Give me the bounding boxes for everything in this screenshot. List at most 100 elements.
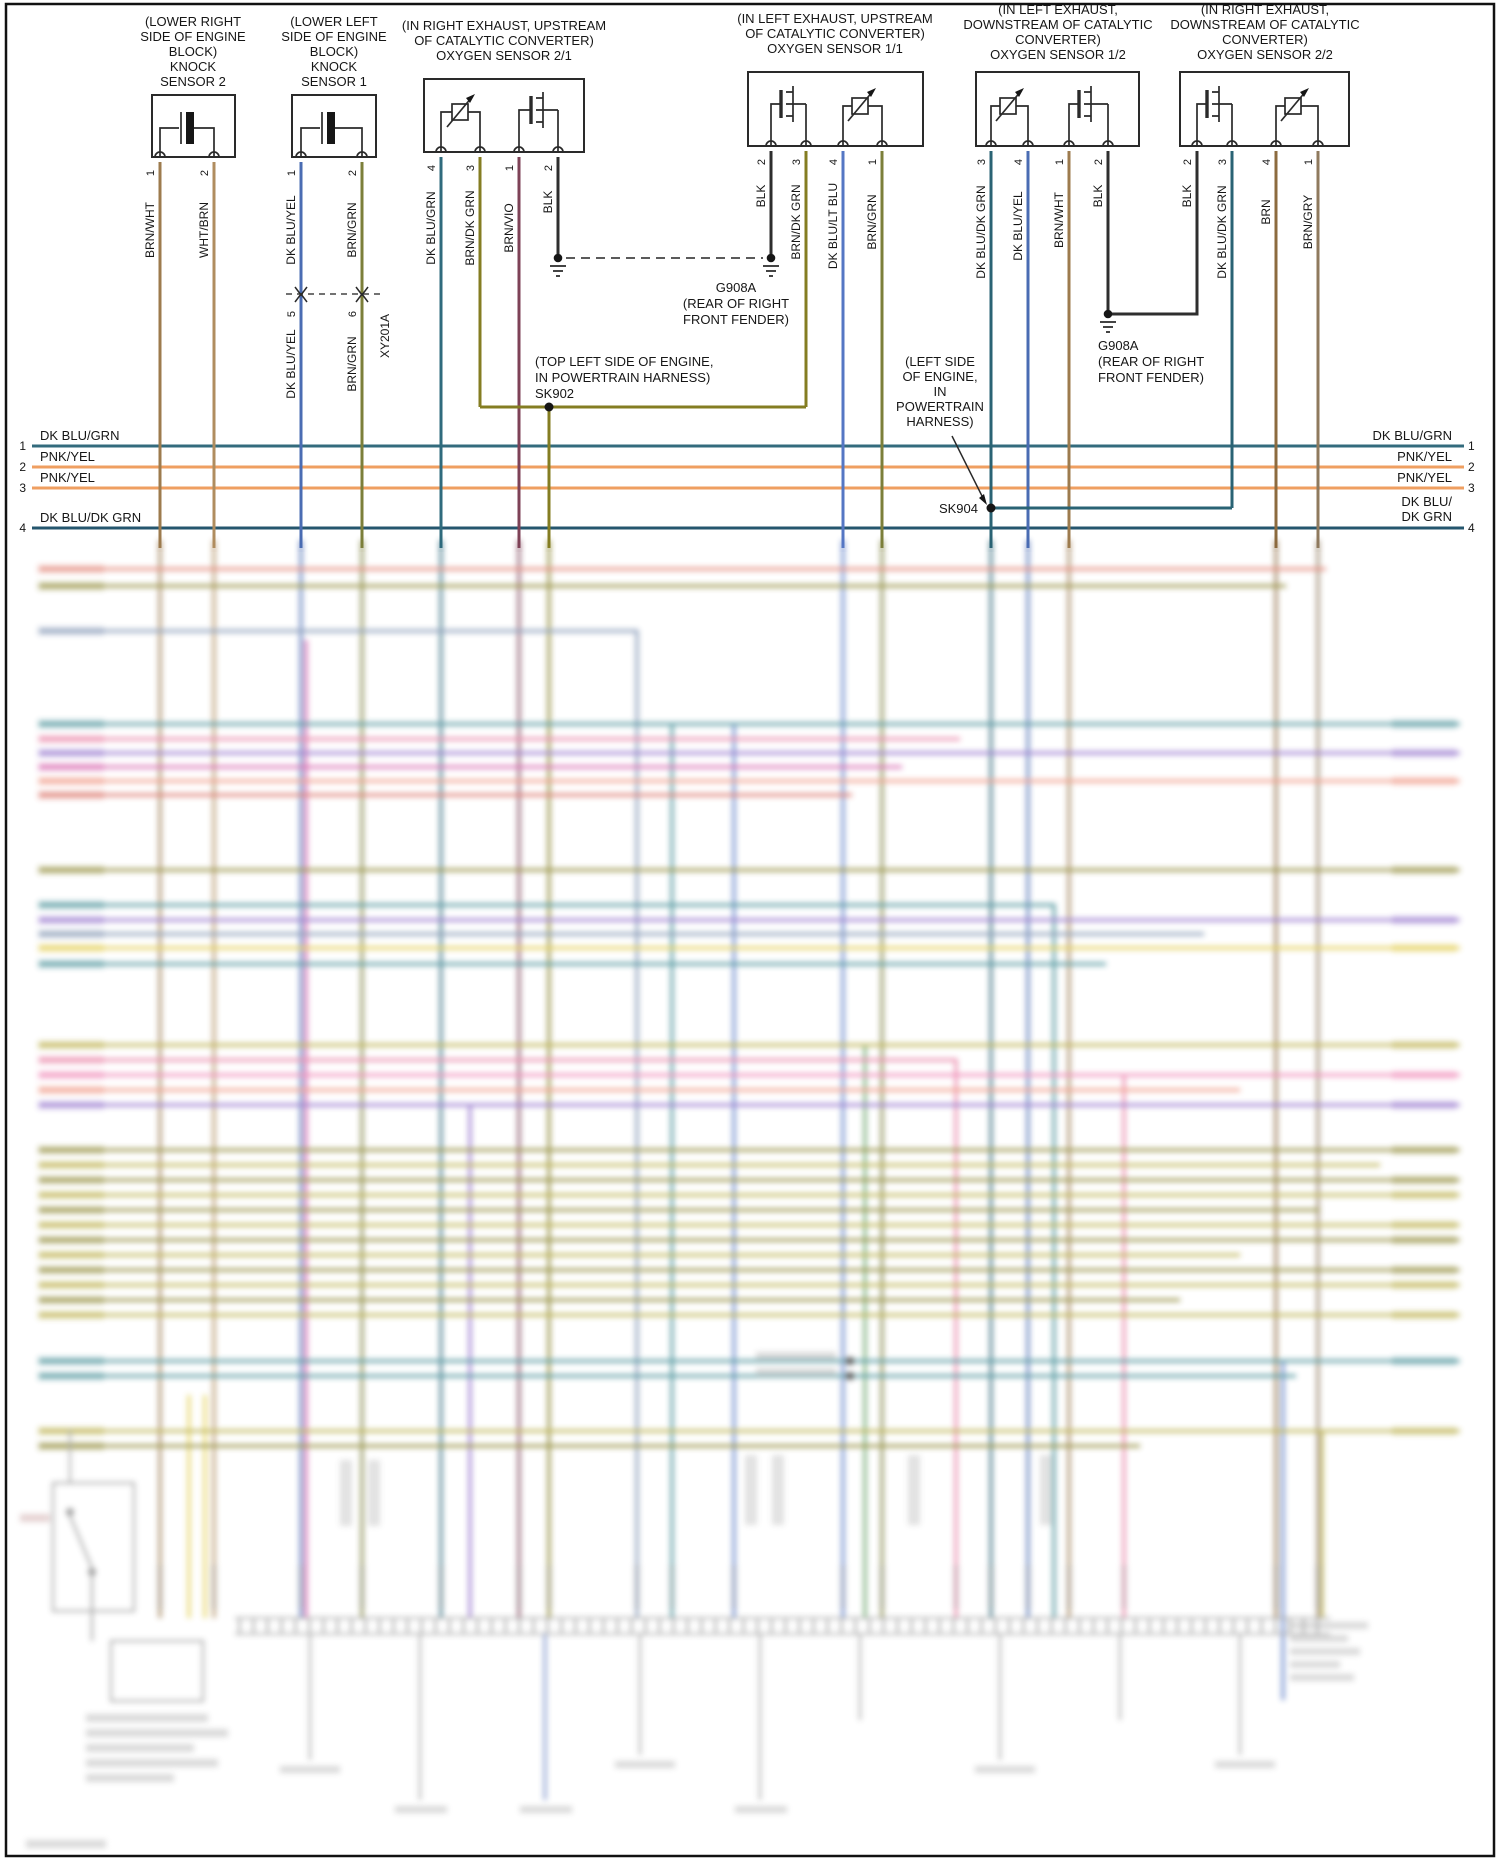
ground-note-line: (REAR OF RIGHT: [683, 296, 789, 311]
knock-element-icon: [300, 112, 363, 157]
inline-connector-label: XY201A: [378, 314, 392, 358]
ground-note-line: FRONT FENDER): [1098, 370, 1204, 385]
bus-label-left: PNK/YEL: [40, 470, 95, 485]
pin-number: 4: [426, 165, 438, 171]
bus-label-left: PNK/YEL: [40, 449, 95, 464]
splice-note-line: (TOP LEFT SIDE OF ENGINE,: [535, 354, 713, 369]
wire-blk: [1112, 151, 1199, 316]
bus-label-left: DK BLU/GRN: [40, 428, 119, 443]
blurred-lower-section: [20, 540, 1460, 1848]
pin-number: 1: [1303, 159, 1315, 165]
bus-label-right: DK BLU/GRN: [1373, 428, 1452, 443]
circuit-buses: 1 2 3 4 DK BLU/GRN PNK/YEL PNK/YEL DK BL…: [19, 428, 1475, 535]
wire-color-label: DK BLU/LT BLU: [826, 183, 840, 269]
pin-number: 2: [199, 170, 211, 176]
sensor-knock-2: (LOWER RIGHT SIDE OF ENGINE BLOCK) KNOCK…: [140, 14, 246, 548]
ground-icon: [1100, 321, 1116, 333]
pin-socket-icon: [1226, 140, 1238, 147]
pin-number: 5: [286, 311, 298, 317]
ground-note-line: FRONT FENDER): [683, 312, 789, 327]
component-title-line: SIDE OF ENGINE: [281, 29, 387, 44]
component-title-line: KNOCK: [311, 59, 358, 74]
component-title-line: (IN RIGHT EXHAUST,: [1201, 2, 1329, 17]
splice-note-line: HARNESS): [906, 414, 973, 429]
component-title-line: (IN LEFT EXHAUST,: [998, 2, 1118, 17]
pin-number: 1: [867, 159, 879, 165]
splice-dot: [986, 503, 996, 513]
pin-number: 4: [828, 159, 840, 165]
wire-color-label: DK BLU/DK GRN: [974, 185, 988, 278]
component-title-line: OXYGEN SENSOR 2/2: [1197, 47, 1333, 62]
ground-dot: [1103, 309, 1113, 319]
bus-label-right: DK GRN: [1401, 509, 1452, 524]
wire-color-label: BRN: [1259, 199, 1273, 224]
wire-color-label: BLK: [1180, 185, 1194, 208]
component-title-line: SIDE OF ENGINE: [140, 29, 246, 44]
bus-number-left: 1: [19, 439, 26, 453]
pin-socket-icon: [1270, 140, 1282, 147]
wire-color-label: WHT/BRN: [197, 202, 211, 258]
wire-color-label: BRN/VIO: [502, 203, 516, 252]
ground-label: G908A: [716, 280, 757, 295]
heater-element-icon: [842, 88, 883, 146]
knock-element-icon: [159, 112, 215, 157]
pin-socket-icon: [208, 151, 220, 158]
pin-number: 1: [1054, 159, 1066, 165]
wire-color-label: BRN/DK GRN: [789, 184, 803, 259]
pin-number: 4: [1261, 159, 1273, 165]
pin-number: 3: [976, 159, 988, 165]
splice-label: SK902: [535, 386, 574, 401]
wire-color-label: BRN/GRN: [865, 194, 879, 249]
pin-socket-icon: [1063, 140, 1075, 147]
ground-icon: [763, 265, 779, 277]
leader-arrow: [951, 435, 985, 501]
pin-socket-icon: [474, 146, 486, 153]
bus-number-left: 4: [19, 521, 26, 535]
wire-color-label: DK BLU/DK GRN: [1215, 185, 1229, 278]
leader-arrowhead-icon: [979, 494, 987, 505]
pin-socket-icon: [1191, 140, 1203, 147]
wire-color-label: BLK: [541, 191, 555, 214]
wire-color-label: BRN/WHT: [143, 201, 157, 258]
component-title-line: DOWNSTREAM OF CATALYTIC: [1170, 17, 1359, 32]
wire-color-label: BLK: [754, 185, 768, 208]
component-title-line: OF CATALYTIC CONVERTER): [745, 26, 925, 41]
wire-color-label: BRN/DK GRN: [463, 190, 477, 265]
pin-socket-icon: [552, 146, 564, 153]
component-title-line: OF CATALYTIC CONVERTER): [414, 33, 594, 48]
splice-note-line: POWERTRAIN: [896, 399, 984, 414]
splice-note-line: IN: [934, 384, 947, 399]
ground-label: G908A: [1098, 338, 1139, 353]
component-title-line: SENSOR 2: [160, 74, 226, 89]
wire-color-label: BRN/GRY: [1301, 195, 1315, 249]
splice-note-line: IN POWERTRAIN HARNESS): [535, 370, 710, 385]
component-title-line: BLOCK): [310, 44, 358, 59]
pin-number: 1: [145, 170, 157, 176]
component-title-line: CONVERTER): [1015, 32, 1101, 47]
wire-color-label: DK BLU/YEL: [284, 195, 298, 265]
component-title-line: OXYGEN SENSOR 1/1: [767, 41, 903, 56]
bus-label-right: DK BLU/: [1401, 494, 1452, 509]
component-title-line: (LOWER LEFT: [290, 14, 377, 29]
sensor-o2-1-1: (IN LEFT EXHAUST, UPSTREAM OF CATALYTIC …: [737, 11, 933, 548]
bus-label-right: PNK/YEL: [1397, 449, 1452, 464]
pin-socket-icon: [800, 140, 812, 147]
bus-number-left: 3: [19, 481, 26, 495]
ground-icon: [550, 265, 566, 277]
pin-socket-icon: [1312, 140, 1324, 147]
bus-number-right: 1: [1468, 439, 1475, 453]
ground-g908a-upstream: G908A (REAR OF RIGHT FRONT FENDER): [550, 253, 789, 327]
wire-color-label: DK BLU/YEL: [1011, 191, 1025, 261]
connector-box: [423, 78, 585, 153]
component-title-line: KNOCK: [170, 59, 217, 74]
pin-socket-icon: [513, 146, 525, 153]
pin-socket-icon: [1102, 140, 1114, 147]
o2-cell-icon: [1068, 86, 1109, 146]
bus-number-right: 3: [1468, 481, 1475, 495]
inline-connector-xy201a: 5 6 DK BLU/YEL BRN/GRN XY201A: [284, 286, 392, 399]
wire-color-label: DK BLU/GRN: [424, 191, 438, 264]
splice-label: SK904: [939, 501, 978, 516]
pin-number: 2: [1093, 159, 1105, 165]
sensor-o2-1-2: (IN LEFT EXHAUST, DOWNSTREAM OF CATALYTI…: [963, 2, 1153, 548]
blur-haze: [8, 552, 1492, 1853]
